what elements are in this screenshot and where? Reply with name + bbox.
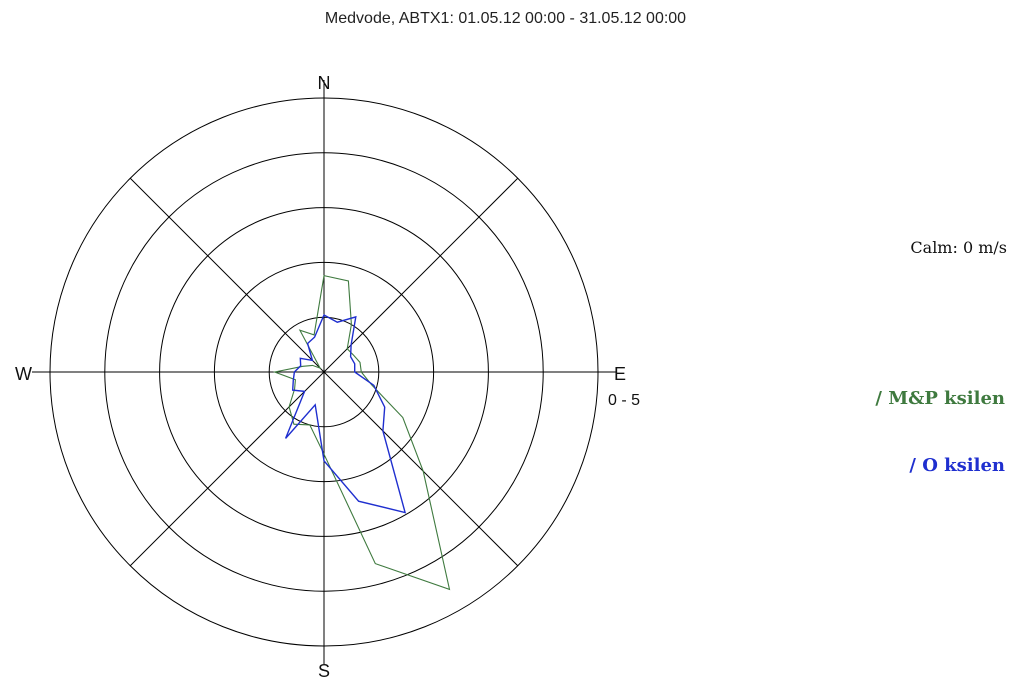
compass-label-e: E: [614, 364, 626, 384]
polar-grid-axes: [32, 80, 616, 664]
legend-item-o-ksilen: / O ksilen: [909, 455, 1005, 476]
series-line-mp-ksilen: [272, 274, 451, 591]
series-layer: [272, 274, 451, 591]
compass-label-n: N: [318, 73, 331, 93]
range-label: 0 - 5: [608, 392, 640, 409]
chart-title: Medvode, ABTX1: 01.05.12 00:00 - 31.05.1…: [324, 10, 687, 27]
series-line-o-ksilen: [284, 314, 407, 514]
axis-nw-se: [129, 177, 519, 567]
legend-item-mp-ksilen: / M&P ksilen: [875, 388, 1005, 409]
calm-label: Calm: 0 m/s: [910, 238, 1007, 257]
compass-label-w: W: [15, 364, 32, 384]
compass-label-s: S: [318, 661, 330, 679]
